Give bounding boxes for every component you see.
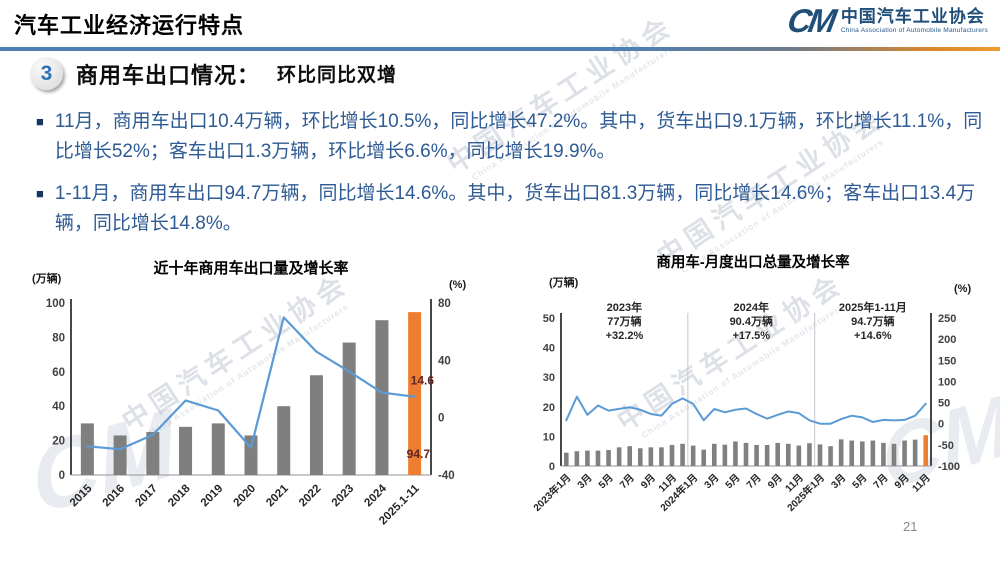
section-number-badge: 3 bbox=[30, 57, 63, 90]
svg-text:5月: 5月 bbox=[850, 472, 869, 491]
svg-text:40: 40 bbox=[543, 343, 555, 355]
monthly-export-chart: 商用车-月度出口总量及增长率 (万辆) (%) 0 10 20 30 40 50 -100 -50 0… bbox=[530, 253, 971, 514]
logo-name-cn: 中国汽车工业协会 bbox=[840, 7, 985, 27]
svg-text:100: 100 bbox=[46, 298, 65, 310]
svg-text:2019: 2019 bbox=[199, 483, 226, 510]
svg-text:9月: 9月 bbox=[765, 472, 784, 491]
svg-text:2015: 2015 bbox=[68, 482, 95, 509]
caam-monogram-icon: CM bbox=[785, 2, 838, 39]
bullet-item: ■ 1-11月，商用车出口94.7万辆，同比增长14.6%。其中，货车出口81.… bbox=[36, 179, 984, 240]
svg-text:0: 0 bbox=[938, 419, 944, 431]
page-number: 21 bbox=[903, 519, 918, 534]
logo-name-en: China Association of Automobile Manufact… bbox=[840, 26, 988, 34]
svg-text:200: 200 bbox=[938, 334, 956, 346]
svg-text:2024: 2024 bbox=[362, 482, 389, 509]
svg-text:77万辆: 77万辆 bbox=[607, 314, 641, 328]
svg-text:+32.2%: +32.2% bbox=[606, 330, 644, 342]
section-subheading: 环比同比双增 bbox=[277, 65, 398, 86]
svg-text:20: 20 bbox=[543, 402, 555, 414]
svg-text:9月: 9月 bbox=[892, 472, 911, 491]
bullet-item: ■ 11月，商用车出口10.4万辆，环比增长10.5%，同比增长47.2%。其中… bbox=[36, 107, 984, 168]
svg-text:0: 0 bbox=[59, 470, 65, 482]
svg-text:2020: 2020 bbox=[232, 483, 259, 510]
svg-text:2023: 2023 bbox=[330, 483, 357, 510]
svg-text:100: 100 bbox=[938, 376, 956, 388]
bullet-list: ■ 11月，商用车出口10.4万辆，环比增长10.5%，同比增长47.2%。其中… bbox=[36, 107, 984, 251]
svg-text:50: 50 bbox=[543, 313, 555, 325]
svg-text:近十年商用车出口量及增长率: 近十年商用车出口量及增长率 bbox=[153, 259, 348, 277]
svg-text:90.4万辆: 90.4万辆 bbox=[730, 314, 773, 328]
svg-text:3月: 3月 bbox=[575, 472, 594, 491]
svg-text:2017: 2017 bbox=[133, 483, 160, 510]
caam-logo: CM 中国汽车工业协会 China Association of Automob… bbox=[785, 2, 988, 39]
ten-year-export-chart: 近十年商用车出口量及增长率 (万辆) (%) 0 20 40 60 80 100 -40 0 40 80… bbox=[32, 259, 466, 527]
bullet-square-icon: ■ bbox=[36, 114, 44, 129]
svg-text:2021: 2021 bbox=[264, 482, 291, 509]
section-header: 3 商用车出口情况： 环比同比双增 bbox=[30, 57, 397, 90]
svg-text:3月: 3月 bbox=[829, 472, 848, 491]
svg-text:2023年: 2023年 bbox=[607, 300, 642, 314]
svg-text:7月: 7月 bbox=[617, 472, 636, 491]
svg-text:80: 80 bbox=[52, 332, 65, 344]
bullet-text: 1-11月，商用车出口94.7万辆，同比增长14.6%。其中，货车出口81.3万… bbox=[54, 182, 976, 235]
svg-text:-40: -40 bbox=[438, 470, 455, 482]
svg-text:商用车-月度出口总量及增长率: 商用车-月度出口总量及增长率 bbox=[656, 253, 850, 271]
title-underline bbox=[0, 47, 1000, 51]
svg-text:5月: 5月 bbox=[723, 472, 742, 491]
bullet-square-icon: ■ bbox=[36, 185, 44, 201]
svg-text:40: 40 bbox=[438, 355, 451, 367]
svg-text:-100: -100 bbox=[938, 461, 960, 473]
svg-text:2022: 2022 bbox=[297, 483, 324, 510]
svg-text:7月: 7月 bbox=[744, 472, 763, 491]
svg-text:7月: 7月 bbox=[871, 472, 890, 491]
svg-text:9月: 9月 bbox=[638, 472, 657, 491]
svg-text:30: 30 bbox=[543, 372, 555, 384]
svg-text:94.7: 94.7 bbox=[407, 447, 431, 461]
svg-text:2018: 2018 bbox=[166, 482, 193, 509]
svg-text:20: 20 bbox=[52, 436, 65, 448]
svg-text:5月: 5月 bbox=[596, 472, 615, 491]
svg-text:11月: 11月 bbox=[910, 472, 933, 495]
svg-text:2016: 2016 bbox=[101, 483, 128, 510]
svg-text:0: 0 bbox=[438, 413, 444, 425]
svg-text:10: 10 bbox=[543, 431, 555, 443]
page-title: 汽车工业经济运行特点 bbox=[14, 13, 245, 38]
svg-text:150: 150 bbox=[938, 355, 956, 367]
svg-text:(万辆): (万辆) bbox=[32, 271, 62, 285]
svg-text:2024年: 2024年 bbox=[734, 300, 769, 314]
svg-text:(%): (%) bbox=[954, 283, 971, 295]
svg-text:80: 80 bbox=[438, 298, 451, 310]
svg-text:50: 50 bbox=[938, 398, 950, 410]
svg-text:0: 0 bbox=[549, 461, 555, 473]
svg-text:(%): (%) bbox=[449, 279, 466, 291]
svg-text:(万辆): (万辆) bbox=[549, 275, 579, 289]
svg-text:+14.6%: +14.6% bbox=[854, 330, 892, 342]
svg-text:60: 60 bbox=[52, 367, 65, 379]
bullet-text: 11月，商用车出口10.4万辆，环比增长10.5%，同比增长47.2%。其中，货… bbox=[54, 111, 983, 163]
svg-text:40: 40 bbox=[52, 401, 65, 413]
svg-text:94.7万辆: 94.7万辆 bbox=[851, 314, 894, 328]
svg-text:250: 250 bbox=[938, 313, 956, 325]
svg-text:+17.5%: +17.5% bbox=[732, 330, 770, 342]
svg-text:2025年1-11月: 2025年1-11月 bbox=[839, 300, 907, 314]
svg-text:14.6: 14.6 bbox=[411, 374, 435, 388]
svg-text:-50: -50 bbox=[938, 440, 954, 452]
svg-text:2023年1月: 2023年1月 bbox=[530, 471, 573, 514]
svg-text:3月: 3月 bbox=[702, 472, 721, 491]
section-heading: 商用车出口情况： bbox=[76, 62, 261, 88]
